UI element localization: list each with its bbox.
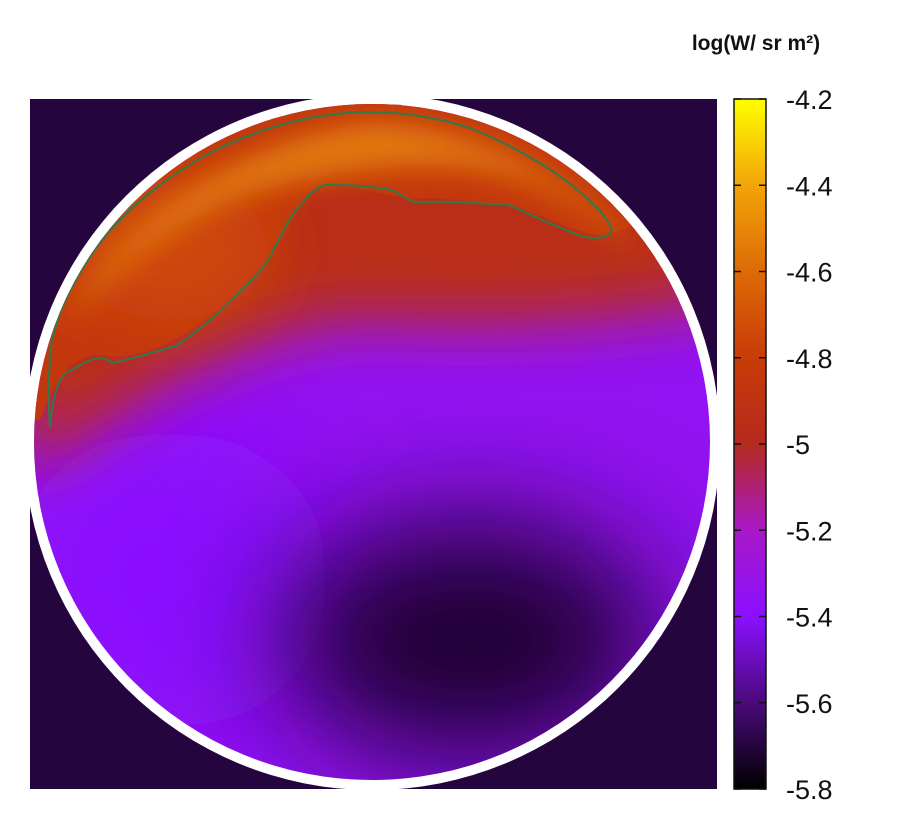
colorbar-tick-label: -4.6 [786,258,833,288]
field-top-rim [60,122,640,330]
colorbar-tick-label: -5.4 [786,603,833,633]
colorbar-tick-label: -5.6 [786,689,833,719]
colorbar-tick-label: -5.8 [786,775,833,805]
colorbar-ticks [734,98,766,790]
colorbar-tick-label: -5 [786,430,810,460]
colorbar-title: log(W/ sr m²) [692,32,820,55]
colorbar-tick-labels: -4.2 -4.4 -4.6 -4.8 -5 -5.2 -5.4 -5.6 -5.8 [786,85,833,805]
colorbar-tick-label: -5.2 [786,516,833,546]
field-lower-right-dark [280,520,660,760]
colorbar-tick-label: -4.4 [786,171,833,201]
colorbar-tick-label: -4.8 [786,344,833,374]
heat-field [34,104,710,780]
contour-line [47,110,614,429]
colorbar-tick-label: -4.2 [786,85,833,115]
field-warm-region [34,104,710,420]
